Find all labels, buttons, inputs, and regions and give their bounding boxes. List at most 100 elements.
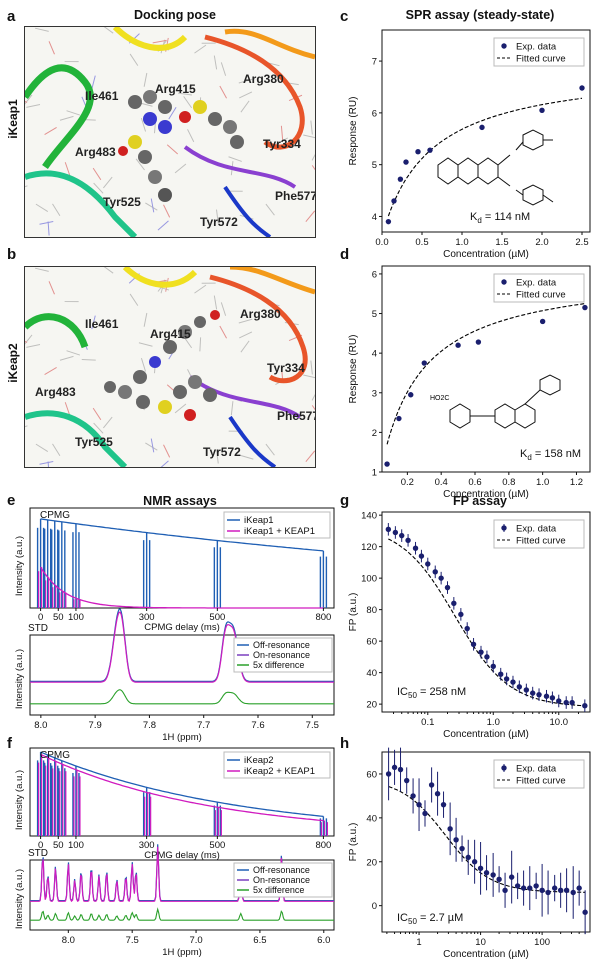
- docking-pose-ikeap2: Ile461 Arg380 Arg415 Tyr334 Arg483 Phe577 Tyr5…: [24, 266, 316, 468]
- residue-label-tyr334: Tyr334: [263, 137, 301, 151]
- residue-label-phe577: Phe577: [277, 409, 316, 423]
- docking-pose-ikeap1: Arg415 Arg380 Ile461 Tyr334 Arg483 Phe577 Tyr5…: [24, 26, 316, 238]
- x-tick-label-f_std: 7.0: [189, 935, 202, 946]
- x-axis-label-f_cpmg: CPMG delay (ms): [144, 850, 219, 861]
- data-point-h: [570, 889, 576, 896]
- panel-letter-f: f: [7, 735, 12, 752]
- panel-letter-c: c: [340, 8, 349, 25]
- data-point-h: [391, 764, 398, 771]
- data-point-d: [421, 360, 427, 366]
- data-point-g: [412, 545, 419, 551]
- kd-subscript-c: d: [477, 216, 482, 226]
- kd-label-d: Kd = 158 nM: [520, 448, 581, 462]
- y-axis-label-g: FP (a.u.): [348, 593, 359, 632]
- subplot-title-f_std: STD: [28, 848, 48, 859]
- x-tick-label-f_std: 7.5: [126, 935, 139, 946]
- x-tick-label-e_cpmg: 0: [38, 612, 43, 623]
- cooh-label: HO2C: [430, 395, 449, 402]
- x-tick-label-f_std: 8.0: [62, 935, 75, 946]
- cpmg-envelope-e_cpmg: [40, 518, 324, 552]
- y-tick-label-h: 20: [366, 857, 377, 868]
- x-tick-label-e_std: 7.9: [89, 720, 102, 731]
- x-tick-label-f_cpmg: 0: [38, 840, 43, 851]
- data-point-g: [556, 698, 562, 704]
- residue-label-ile461: Ile461: [85, 317, 119, 331]
- y-tick-label-c: 7: [372, 57, 377, 68]
- legend-label-2-f_std: 5x difference: [253, 885, 304, 895]
- y-tick-label-d: 2: [372, 428, 377, 439]
- y-axis-label-e_cpmg: Intensity (a.u.): [14, 536, 25, 596]
- legend-box-f_std: [233, 862, 333, 898]
- plot-frame-c: [381, 29, 591, 233]
- data-point-h: [453, 837, 459, 843]
- structure-ikeap1: [437, 129, 554, 206]
- title-spr-assay: SPR assay (steady-state): [405, 8, 555, 22]
- x-axis-label-f_std: 1H (ppm): [162, 947, 202, 958]
- panel-letter-a: a: [7, 8, 16, 25]
- x-tick-label-h: 10: [475, 937, 486, 948]
- legend-label-fit-d: Fitted curve: [516, 290, 566, 301]
- x-tick-label-e_std: 7.6: [251, 720, 264, 731]
- ic50-subscript-h: 50: [408, 917, 417, 927]
- data-point-g: [523, 687, 530, 693]
- data-point-g: [498, 671, 504, 677]
- data-point-g: [444, 584, 451, 591]
- legend-label-fit-g: Fitted curve: [516, 536, 566, 547]
- structure-ikeap2: HO2C: [430, 374, 561, 429]
- x-tick-label-d: 0.4: [435, 477, 448, 488]
- x-tick-label-d: 1.2: [570, 477, 583, 488]
- data-point-d: [396, 415, 402, 422]
- legend-box-g: [493, 519, 585, 549]
- data-point-h: [545, 889, 551, 896]
- data-point-g: [543, 693, 550, 699]
- y-tick-label-c: 6: [372, 108, 377, 119]
- residue-label-arg483: Arg483: [35, 385, 76, 399]
- ic50-symbol-h: IC: [397, 912, 408, 924]
- cpmg-envelope-bound-f_cpmg: [40, 753, 324, 822]
- data-point-c: [403, 159, 409, 165]
- legend-label-2-e_std: 5x difference: [253, 660, 304, 670]
- x-tick-label-e_std: 7.5: [306, 720, 319, 731]
- data-point-d: [384, 461, 390, 467]
- legend-label-exp-g: Exp. data: [516, 524, 557, 535]
- x-tick-label-g: 0.1: [421, 717, 434, 728]
- data-point-g: [470, 641, 477, 647]
- data-point-h: [428, 782, 435, 788]
- cpmg-envelope-f_cpmg: [40, 751, 324, 818]
- data-point-h: [496, 876, 502, 883]
- fitted-curve-g: [388, 538, 585, 707]
- data-point-c: [427, 147, 433, 153]
- data-point-h: [385, 771, 392, 777]
- data-point-h: [576, 885, 582, 891]
- ligand-ikeap2: [104, 310, 220, 421]
- legend-label-b-e_cpmg: iKeap1 + KEAP1: [244, 526, 315, 537]
- plot-frame-f_cpmg: [29, 747, 335, 837]
- data-point-g: [516, 684, 523, 690]
- data-point-c: [385, 218, 392, 225]
- data-point-c: [579, 85, 585, 91]
- std-difference-e_std: [30, 689, 334, 705]
- x-tick-label-e_std: 7.8: [143, 720, 156, 731]
- docking-image-ikeap2: [25, 267, 315, 467]
- legend-label-fit-c: Fitted curve: [516, 54, 566, 65]
- residue-label-arg380: Arg380: [240, 307, 281, 321]
- title-fp-assay: FP assay: [453, 494, 507, 508]
- data-point-h: [539, 887, 545, 893]
- data-point-g: [385, 526, 392, 533]
- data-point-g: [563, 699, 569, 706]
- data-point-g: [464, 625, 470, 632]
- data-point-d: [408, 392, 414, 398]
- data-point-g: [503, 676, 510, 682]
- x-tick-label-e_cpmg: 800: [315, 612, 331, 623]
- y-tick-label-d: 6: [372, 269, 377, 280]
- kd-value-c: = 114 nM: [481, 211, 531, 223]
- data-point-g: [438, 575, 444, 581]
- panel-letter-g: g: [340, 492, 350, 509]
- data-point-h: [410, 793, 416, 799]
- y-tick-label-g: 120: [361, 542, 377, 553]
- x-tick-label-f_std: 6.0: [317, 935, 330, 946]
- data-point-g: [536, 691, 542, 698]
- data-point-g: [425, 561, 431, 567]
- data-point-g: [405, 537, 411, 544]
